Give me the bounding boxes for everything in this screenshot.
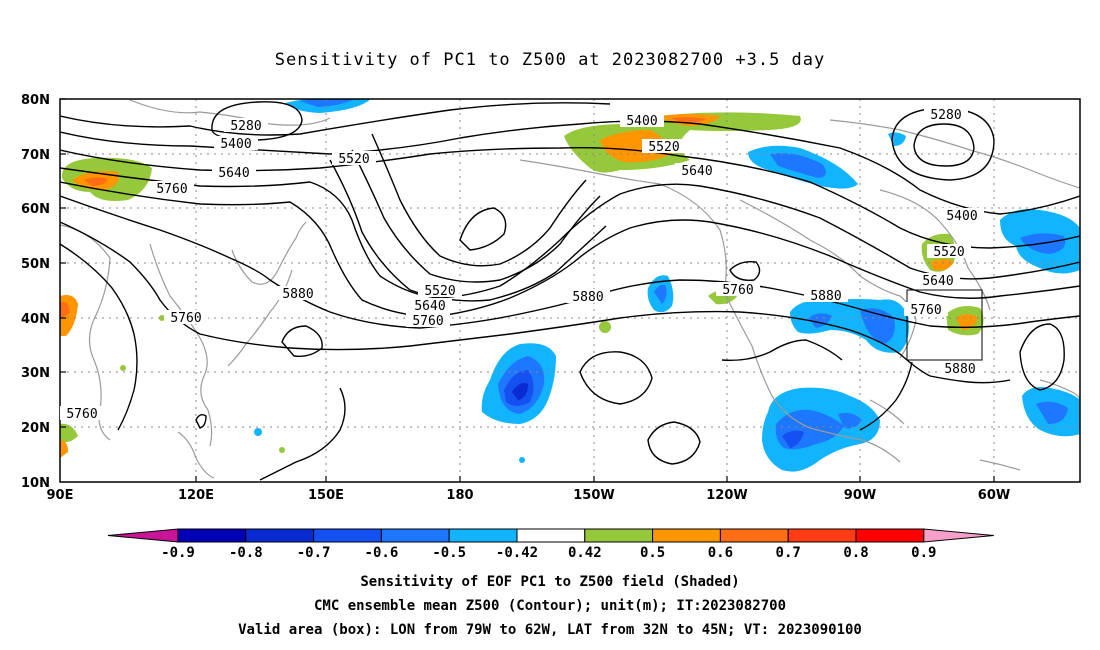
contour-label: 5880 [944,362,975,377]
lat-label: 30N [21,366,50,381]
lat-label: 80N [21,93,50,108]
colorbar-label: -0.9 [161,545,195,561]
map-title: Sensitivity of PC1 to Z500 at 2023082700… [274,50,826,70]
contour-label: 5760 [66,407,97,422]
colorbar-swatch [380,528,450,543]
colorbar-swatch [584,528,654,543]
lat-label: 50N [21,257,50,272]
colorbar-label: -0.5 [432,545,466,561]
colorbar-label: 0.7 [776,545,801,561]
contour-label: 5280 [930,108,961,123]
contour-label: 5880 [282,287,313,302]
colorbar-swatch [652,528,721,543]
lon-label: 150W [573,488,614,503]
lon-label: 90W [844,488,876,503]
contour-label: 5760 [156,182,187,197]
colorbar-swatch [787,528,857,543]
longitude-labels: 90E 120E 150E 180 150W 120W 90W 60W [47,488,1011,503]
colorbar-label: -0.42 [496,545,538,561]
z500-contours [60,101,1080,481]
colorbar-swatch [448,528,518,543]
contour-label: 5640 [922,274,953,289]
lat-label: 20N [21,421,50,436]
lat-label: 70N [21,148,50,163]
lon-label: 60W [978,488,1010,503]
contour-label: 5520 [424,284,455,299]
caption-line-2: CMC ensemble mean Z500 (Contour); unit(m… [313,598,786,614]
colorbar-label: 0.6 [708,545,733,561]
contour-label: 5640 [681,164,712,179]
contour-label: 5640 [218,166,249,181]
colorbar-label: 0.42 [568,545,602,561]
contour-label: 5760 [722,283,753,298]
latitude-labels: 80N 70N 60N 50N 40N 30N 20N 10N [21,93,50,491]
contour-label: 5760 [170,311,201,326]
contour-label: 5280 [230,119,261,134]
contour-label: 5760 [412,314,443,329]
contour-label: 5880 [810,289,841,304]
lat-label: 10N [21,476,50,491]
contour-label: 5760 [910,303,941,318]
colorbar-swatch [177,528,247,543]
contour-label: 5400 [946,209,977,224]
valid-area-box [906,289,983,361]
contour-label: 5520 [648,140,679,155]
colorbar-swatch [516,528,586,543]
caption-line-3: Valid area (box): LON from 79W to 62W, L… [238,622,862,638]
colorbar: -0.9 -0.8 -0.7 -0.6 -0.5 -0.42 0.42 0.5 0.6 0.7 0.… [107,528,994,561]
contour-labels: 5280 5400 5520 5640 5760 5880 5760 5520 … [60,107,984,422]
colorbar-label: 0.8 [843,545,868,561]
contour-label: 5520 [338,152,369,167]
colorbar-end-high [923,528,994,543]
contour-label: 5520 [933,245,964,260]
colorbar-label: 0.9 [911,545,936,561]
colorbar-label: -0.8 [229,545,263,561]
contour-label: 5400 [626,114,657,129]
contour-label: 5880 [572,290,603,305]
colorbar-label: -0.6 [365,545,399,561]
axis-ticks [60,98,995,482]
colorbar-swatch [245,528,315,543]
lon-label: 120W [706,488,747,503]
lat-label: 60N [21,202,50,217]
lon-label: 90E [47,488,74,503]
colorbar-label: 0.5 [640,545,665,561]
lon-label: 180 [446,488,473,503]
colorbar-swatch [313,528,382,543]
contour-label: 5640 [414,299,445,314]
caption-line-1: Sensitivity of EOF PC1 to Z500 field (Sh… [360,574,740,590]
lon-label: 120E [178,488,214,503]
contour-label: 5400 [220,137,251,152]
colorbar-label: -0.7 [297,545,331,561]
colorbar-swatch [855,528,925,543]
colorbar-swatch [719,528,789,543]
lat-label: 40N [21,312,50,327]
colorbar-end-low [107,528,179,543]
lon-label: 150E [308,488,344,503]
shaded-sensitivity [60,99,1080,472]
